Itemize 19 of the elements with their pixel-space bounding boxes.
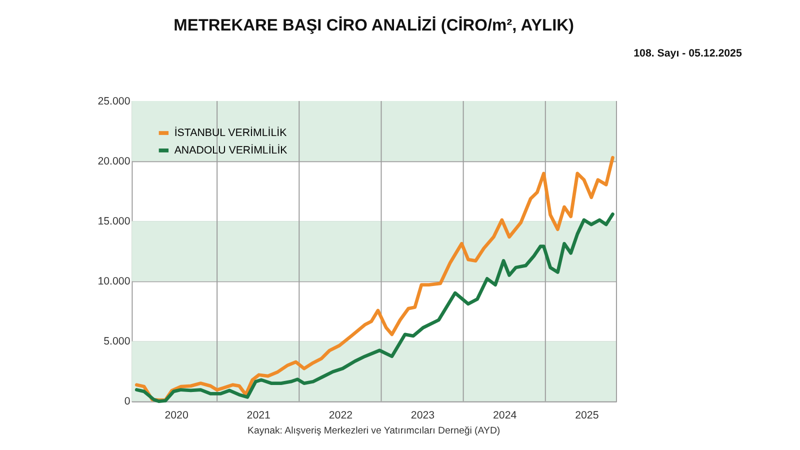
y-tick-label: 15.000	[98, 216, 130, 228]
text: Kaynak: Alışveriş Merkezleri ve Yatırımcıları Derneği (AYD)	[248, 425, 500, 436]
y-tick-label: 25.000	[98, 95, 130, 108]
y-tick-label: 20.000	[98, 156, 130, 168]
line-series	[134, 156, 614, 402]
y-tick-label: 10.000	[98, 276, 130, 288]
legend-label: ANADOLU VERİMLİLİK	[174, 143, 288, 156]
x-tick-label: 2020	[164, 409, 188, 422]
x-tick-label: 2023	[410, 409, 435, 422]
x-tick-label: 2025	[575, 409, 599, 422]
y-tick-label: 0	[124, 396, 130, 408]
chart-title: METREKARE BAŞI CİRO ANALİZİ (CİRO/m², AYLIK)	[174, 15, 574, 34]
text: 108. Sayı - 05.12.2025	[634, 48, 742, 60]
x-tick-label: 2024	[493, 409, 517, 422]
y-tick-label: 5.000	[104, 336, 130, 348]
x-tick-label: 2021	[246, 409, 271, 422]
line-series	[134, 212, 614, 403]
legend-label: İSTANBUL VERİMLİLİK	[174, 126, 287, 139]
x-tick-label: 2022	[328, 409, 353, 422]
